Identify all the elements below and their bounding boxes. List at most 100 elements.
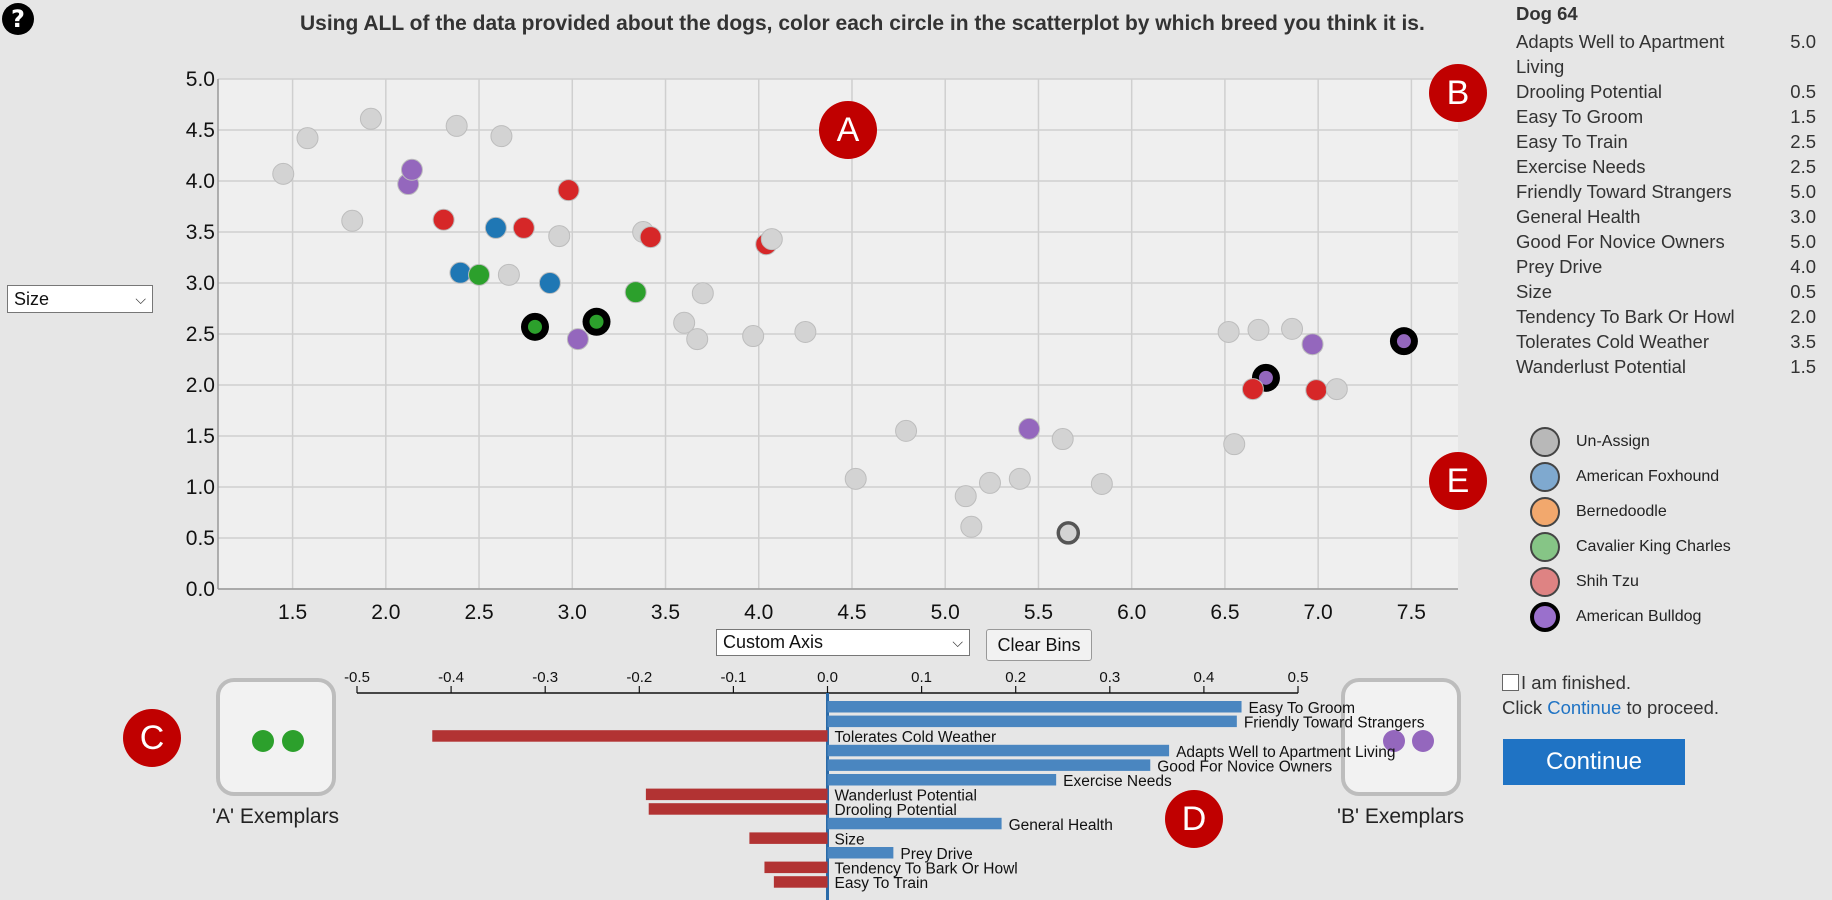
- dog-point[interactable]: [1018, 417, 1041, 440]
- weight-bar[interactable]: [827, 715, 1237, 728]
- dog-point[interactable]: [639, 226, 662, 249]
- legend-swatch[interactable]: [1530, 496, 1560, 527]
- dog-point[interactable]: [557, 179, 580, 202]
- legend-item[interactable]: Shih Tzu: [1530, 564, 1731, 599]
- finished-checkbox[interactable]: [1502, 674, 1519, 691]
- weight-bar[interactable]: [648, 803, 828, 815]
- dog-point[interactable]: [1223, 433, 1246, 456]
- x-tick-label: 6.5: [1210, 601, 1239, 624]
- dog-point[interactable]: [954, 485, 977, 508]
- help-icon[interactable]: ?: [2, 3, 34, 35]
- dog-point[interactable]: [1396, 334, 1411, 349]
- weight-bar[interactable]: [827, 774, 1057, 786]
- b-exemplars-bin[interactable]: [1341, 678, 1461, 796]
- a-exemplar-dot[interactable]: [252, 730, 274, 752]
- dog-point[interactable]: [1056, 521, 1081, 545]
- dog-point[interactable]: [1247, 318, 1270, 341]
- dog-point[interactable]: [1281, 317, 1304, 340]
- weight-bar[interactable]: [827, 817, 1002, 830]
- dog-point[interactable]: [978, 471, 1001, 494]
- dog-point[interactable]: [844, 467, 867, 490]
- weight-bar-label: Friendly Toward Strangers: [1244, 715, 1425, 732]
- dog-point[interactable]: [490, 125, 513, 148]
- legend-swatch[interactable]: [1530, 601, 1560, 632]
- b-exemplar-dot[interactable]: [1383, 730, 1405, 752]
- weight-bar[interactable]: [432, 730, 828, 742]
- weight-bar[interactable]: [827, 759, 1151, 771]
- dog-point[interactable]: [691, 282, 714, 305]
- dog-point[interactable]: [686, 328, 709, 351]
- legend-item[interactable]: Un-Assign: [1530, 424, 1731, 459]
- dog-point[interactable]: [272, 162, 295, 185]
- legend-swatch[interactable]: [1530, 566, 1560, 597]
- dog-point[interactable]: [296, 127, 319, 150]
- dog-point[interactable]: [341, 209, 364, 232]
- dog-point[interactable]: [548, 225, 571, 248]
- dog-point[interactable]: [468, 263, 491, 286]
- weight-bar[interactable]: [645, 788, 828, 801]
- weight-bar[interactable]: [773, 876, 828, 888]
- weight-bar[interactable]: [764, 861, 828, 874]
- dog-point[interactable]: [589, 314, 604, 329]
- dog-point[interactable]: [512, 216, 535, 239]
- x-tick-label: 2.0: [371, 601, 400, 624]
- dog-point[interactable]: [624, 281, 647, 304]
- y-axis-select[interactable]: Size ⌵: [7, 285, 153, 313]
- dog-point[interactable]: [1008, 467, 1031, 490]
- a-exemplars-bin[interactable]: [216, 678, 336, 796]
- dog-point[interactable]: [527, 319, 542, 334]
- dog-point[interactable]: [445, 114, 468, 137]
- y-tick-label: 0.5: [186, 527, 215, 550]
- legend-swatch[interactable]: [1530, 461, 1560, 492]
- weight-bar[interactable]: [827, 701, 1242, 713]
- b-exemplar-dot[interactable]: [1412, 730, 1434, 752]
- legend-item[interactable]: American Bulldog: [1530, 599, 1731, 634]
- dog-point[interactable]: [497, 263, 520, 286]
- dog-attribute-label: Prey Drive: [1516, 256, 1603, 277]
- dog-point[interactable]: [400, 158, 423, 181]
- weight-bar-label: Good For Novice Owners: [1157, 758, 1332, 775]
- legend-swatch[interactable]: [1530, 531, 1560, 562]
- dog-point[interactable]: [1090, 472, 1113, 495]
- dog-point[interactable]: [538, 272, 561, 294]
- continue-link[interactable]: Continue: [1547, 697, 1622, 718]
- dog-point[interactable]: [1241, 378, 1264, 401]
- dog-point[interactable]: [1217, 320, 1240, 343]
- dog-point[interactable]: [1051, 428, 1074, 451]
- x-axis-select[interactable]: Custom Axis ⌵: [716, 629, 970, 656]
- weight-bar-label: Tendency To Bark Or Howl: [835, 861, 1018, 878]
- dog-point[interactable]: [1325, 378, 1348, 401]
- weight-bar[interactable]: [749, 832, 828, 844]
- dog-info-panel: Dog 64 Adapts Well to Apartment Living 5.…: [1516, 3, 1816, 379]
- finished-label: I am finished.: [1521, 672, 1632, 693]
- dog-point[interactable]: [960, 515, 983, 538]
- continue-button[interactable]: Continue: [1503, 739, 1685, 785]
- dog-attribute-label: Size: [1516, 281, 1552, 302]
- y-tick-label: 3.0: [186, 272, 215, 295]
- dog-point[interactable]: [895, 419, 918, 442]
- dog-point[interactable]: [794, 320, 817, 343]
- dog-point[interactable]: [432, 208, 455, 231]
- legend-item[interactable]: Bernedoodle: [1530, 494, 1731, 529]
- dog-point[interactable]: [742, 325, 765, 348]
- dog-point[interactable]: [359, 107, 382, 130]
- a-exemplar-dot[interactable]: [282, 730, 304, 752]
- legend-swatch[interactable]: [1530, 426, 1560, 457]
- dog-point[interactable]: [673, 311, 696, 334]
- callout-a: A: [819, 101, 877, 159]
- legend-label: Un-Assign: [1576, 432, 1650, 450]
- dog-point[interactable]: [484, 216, 507, 239]
- dog-point[interactable]: [760, 228, 783, 251]
- dog-attribute-label: Tolerates Cold Weather: [1516, 331, 1709, 352]
- clear-bins-button[interactable]: Clear Bins: [986, 629, 1092, 661]
- dog-point[interactable]: [566, 328, 589, 351]
- legend-item[interactable]: Cavalier King Charles: [1530, 529, 1731, 564]
- dog-attribute-row: Exercise Needs 2.5: [1516, 154, 1816, 179]
- dog-point[interactable]: [1258, 370, 1273, 385]
- legend-item[interactable]: American Foxhound: [1530, 459, 1731, 494]
- weight-bar[interactable]: [827, 744, 1170, 757]
- dog-point[interactable]: [1301, 333, 1324, 356]
- dog-attribute-label: Exercise Needs: [1516, 156, 1646, 177]
- weight-bar[interactable]: [827, 847, 894, 859]
